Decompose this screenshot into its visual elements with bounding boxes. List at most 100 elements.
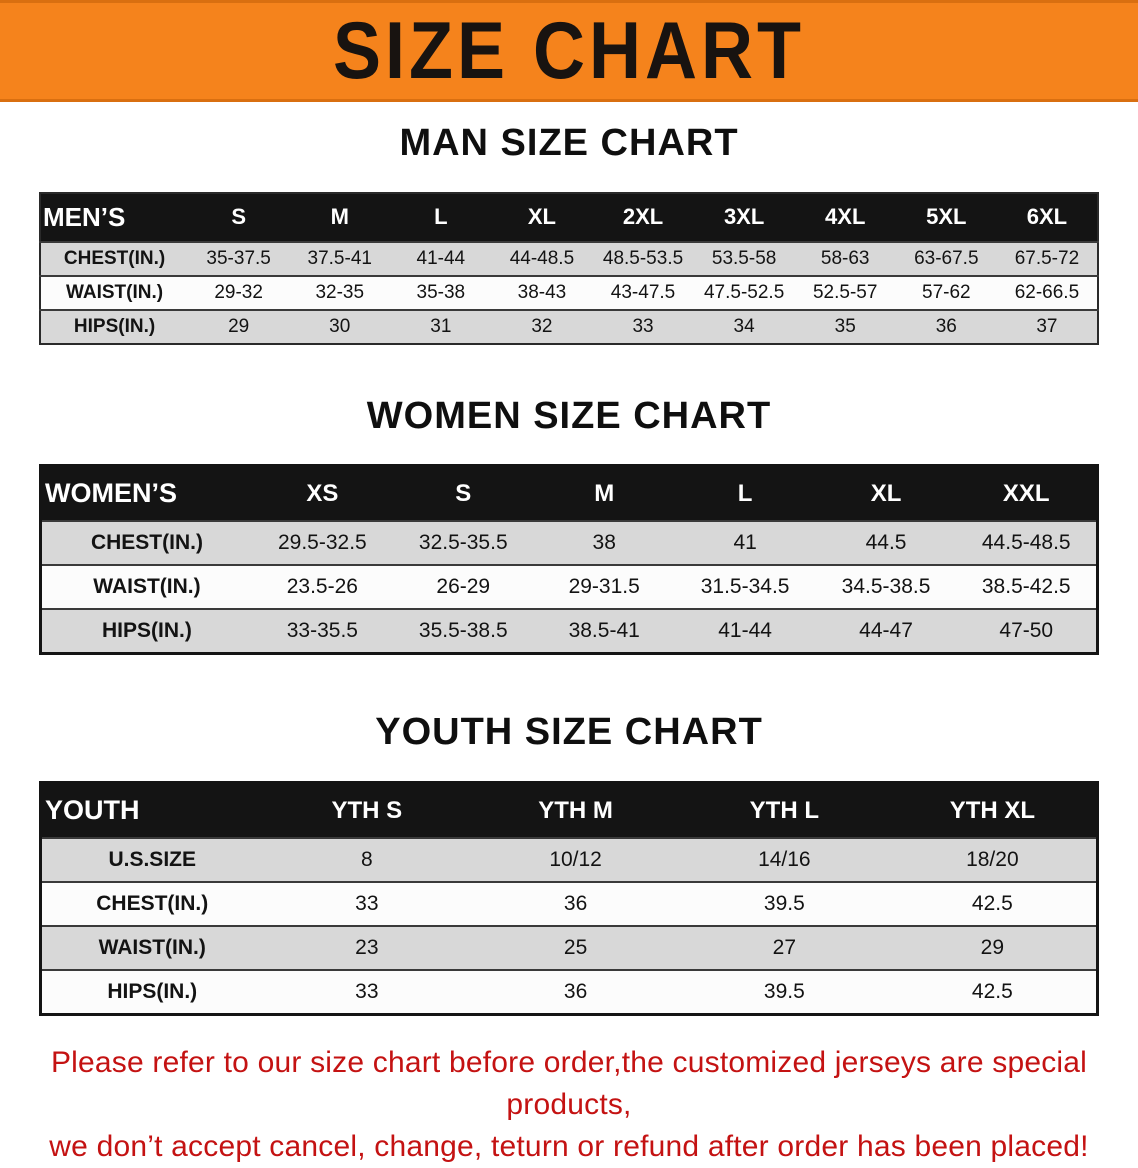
table-row: WAIST(IN.) 23 25 27 29	[40, 925, 1098, 971]
size-value-cell: 42.5	[888, 969, 1098, 1015]
size-column-header: YTH S	[262, 782, 472, 839]
size-value-cell: 31.5-34.5	[674, 564, 816, 610]
size-value-cell: 41-44	[674, 608, 816, 654]
women-section-heading: WOMEN SIZE CHART	[366, 394, 772, 437]
size-column-header: 5XL	[895, 192, 997, 242]
size-value-cell: 32	[491, 308, 593, 344]
size-column-header: XL	[491, 192, 593, 242]
table-row: CHEST(IN.) 29.5-32.5 32.5-35.5 38 41 44.5 44.5…	[40, 520, 1098, 566]
size-value-cell: 35-37.5	[188, 240, 290, 276]
size-value-cell: 33	[592, 308, 694, 344]
size-value-cell: 41	[674, 520, 816, 566]
size-value-cell: 67.5-72	[996, 240, 1098, 276]
women-size-section: WOMEN SIZE CHART WOMEN’S XS S M L XL XXL CHEST(…	[0, 395, 1138, 656]
row-label: WAIST(IN.)	[40, 564, 252, 610]
size-column-header: L	[674, 465, 816, 522]
size-value-cell: 36	[471, 969, 680, 1015]
size-value-cell: 57-62	[895, 274, 997, 310]
size-value-cell: 35	[794, 308, 896, 344]
table-corner-label: YOUTH	[40, 782, 263, 839]
size-value-cell: 53.5-58	[693, 240, 795, 276]
size-value-cell: 10/12	[471, 837, 680, 883]
size-value-cell: 34.5-38.5	[815, 564, 957, 610]
size-value-cell: 33-35.5	[251, 608, 393, 654]
size-value-cell: 23.5-26	[251, 564, 393, 610]
row-label: U.S.SIZE	[40, 837, 263, 883]
size-value-cell: 39.5	[679, 969, 889, 1015]
size-value-cell: 8	[262, 837, 472, 883]
size-value-cell: 48.5-53.5	[592, 240, 694, 276]
size-value-cell: 63-67.5	[895, 240, 997, 276]
row-label: WAIST(IN.)	[40, 925, 263, 971]
size-value-cell: 18/20	[888, 837, 1098, 883]
row-label: WAIST(IN.)	[40, 274, 189, 310]
size-value-cell: 33	[262, 969, 472, 1015]
size-value-cell: 44.5	[815, 520, 957, 566]
size-chart-banner: SIZE CHART	[0, 0, 1138, 102]
table-row: WAIST(IN.) 23.5-26 26-29 29-31.5 31.5-34.5 34…	[40, 564, 1098, 610]
size-value-cell: 32.5-35.5	[392, 520, 534, 566]
size-column-header: 6XL	[996, 192, 1098, 242]
size-value-cell: 62-66.5	[996, 274, 1098, 310]
table-row: U.S.SIZE 8 10/12 14/16 18/20	[40, 837, 1098, 883]
size-column-header: L	[390, 192, 492, 242]
size-column-header: M	[533, 465, 675, 522]
size-value-cell: 36	[895, 308, 997, 344]
row-label: CHEST(IN.)	[40, 881, 263, 927]
size-column-header: S	[392, 465, 534, 522]
youth-size-section: YOUTH SIZE CHART YOUTH YTH S YTH M YTH L YTH…	[0, 711, 1138, 1017]
size-column-header: YTH XL	[888, 782, 1098, 839]
size-value-cell: 34	[693, 308, 795, 344]
table-header-row: YOUTH YTH S YTH M YTH L YTH XL	[40, 782, 1098, 839]
size-column-header: 3XL	[693, 192, 795, 242]
size-value-cell: 47-50	[956, 608, 1098, 654]
size-column-header: M	[289, 192, 391, 242]
row-label: CHEST(IN.)	[40, 520, 252, 566]
size-value-cell: 38	[533, 520, 675, 566]
size-value-cell: 36	[471, 881, 680, 927]
size-value-cell: 38-43	[491, 274, 593, 310]
women-size-table: WOMEN’S XS S M L XL XXL CHEST(IN.) 29.5-32.5 32.5…	[39, 464, 1099, 656]
size-column-header: XS	[251, 465, 393, 522]
disclaimer-line-2: we don’t accept cancel, change, teturn o…	[49, 1130, 1089, 1164]
size-column-header: YTH L	[679, 782, 889, 839]
size-value-cell: 29-32	[188, 274, 290, 310]
row-label: HIPS(IN.)	[40, 969, 263, 1015]
size-value-cell: 37.5-41	[289, 240, 391, 276]
size-column-header: XL	[815, 465, 957, 522]
disclaimer-note: Please refer to our size chart before or…	[0, 1042, 1138, 1168]
size-value-cell: 44-47	[815, 608, 957, 654]
table-corner-label: WOMEN’S	[40, 465, 252, 522]
size-value-cell: 14/16	[679, 837, 889, 883]
size-value-cell: 58-63	[794, 240, 896, 276]
size-value-cell: 26-29	[392, 564, 534, 610]
row-label: HIPS(IN.)	[40, 308, 189, 344]
size-value-cell: 29.5-32.5	[251, 520, 393, 566]
size-value-cell: 41-44	[390, 240, 492, 276]
size-column-header: XXL	[956, 465, 1098, 522]
table-header-row: WOMEN’S XS S M L XL XXL	[40, 465, 1098, 522]
size-value-cell: 44.5-48.5	[956, 520, 1098, 566]
size-value-cell: 32-35	[289, 274, 391, 310]
size-value-cell: 29	[188, 308, 290, 344]
size-value-cell: 42.5	[888, 881, 1098, 927]
size-value-cell: 29	[888, 925, 1098, 971]
table-header-row: MEN’S S M L XL 2XL 3XL 4XL 5XL 6XL	[40, 192, 1098, 242]
size-column-header: YTH M	[471, 782, 680, 839]
table-corner-label: MEN’S	[40, 192, 189, 242]
size-value-cell: 43-47.5	[592, 274, 694, 310]
row-label: CHEST(IN.)	[40, 240, 189, 276]
table-row: HIPS(IN.) 33 36 39.5 42.5	[40, 969, 1098, 1015]
size-value-cell: 38.5-42.5	[956, 564, 1098, 610]
size-value-cell: 38.5-41	[533, 608, 675, 654]
size-value-cell: 30	[289, 308, 391, 344]
row-label: HIPS(IN.)	[40, 608, 252, 654]
disclaimer-line-1: Please refer to our size chart before or…	[50, 1046, 1088, 1122]
size-value-cell: 37	[996, 308, 1098, 344]
size-value-cell: 29-31.5	[533, 564, 675, 610]
youth-size-table: YOUTH YTH S YTH M YTH L YTH XL U.S.SIZE 8 10/12…	[39, 781, 1099, 1017]
size-value-cell: 35-38	[390, 274, 492, 310]
size-value-cell: 39.5	[679, 881, 889, 927]
size-value-cell: 47.5-52.5	[693, 274, 795, 310]
table-row: CHEST(IN.) 35-37.5 37.5-41 41-44 44-48.5 48.5…	[40, 240, 1098, 276]
